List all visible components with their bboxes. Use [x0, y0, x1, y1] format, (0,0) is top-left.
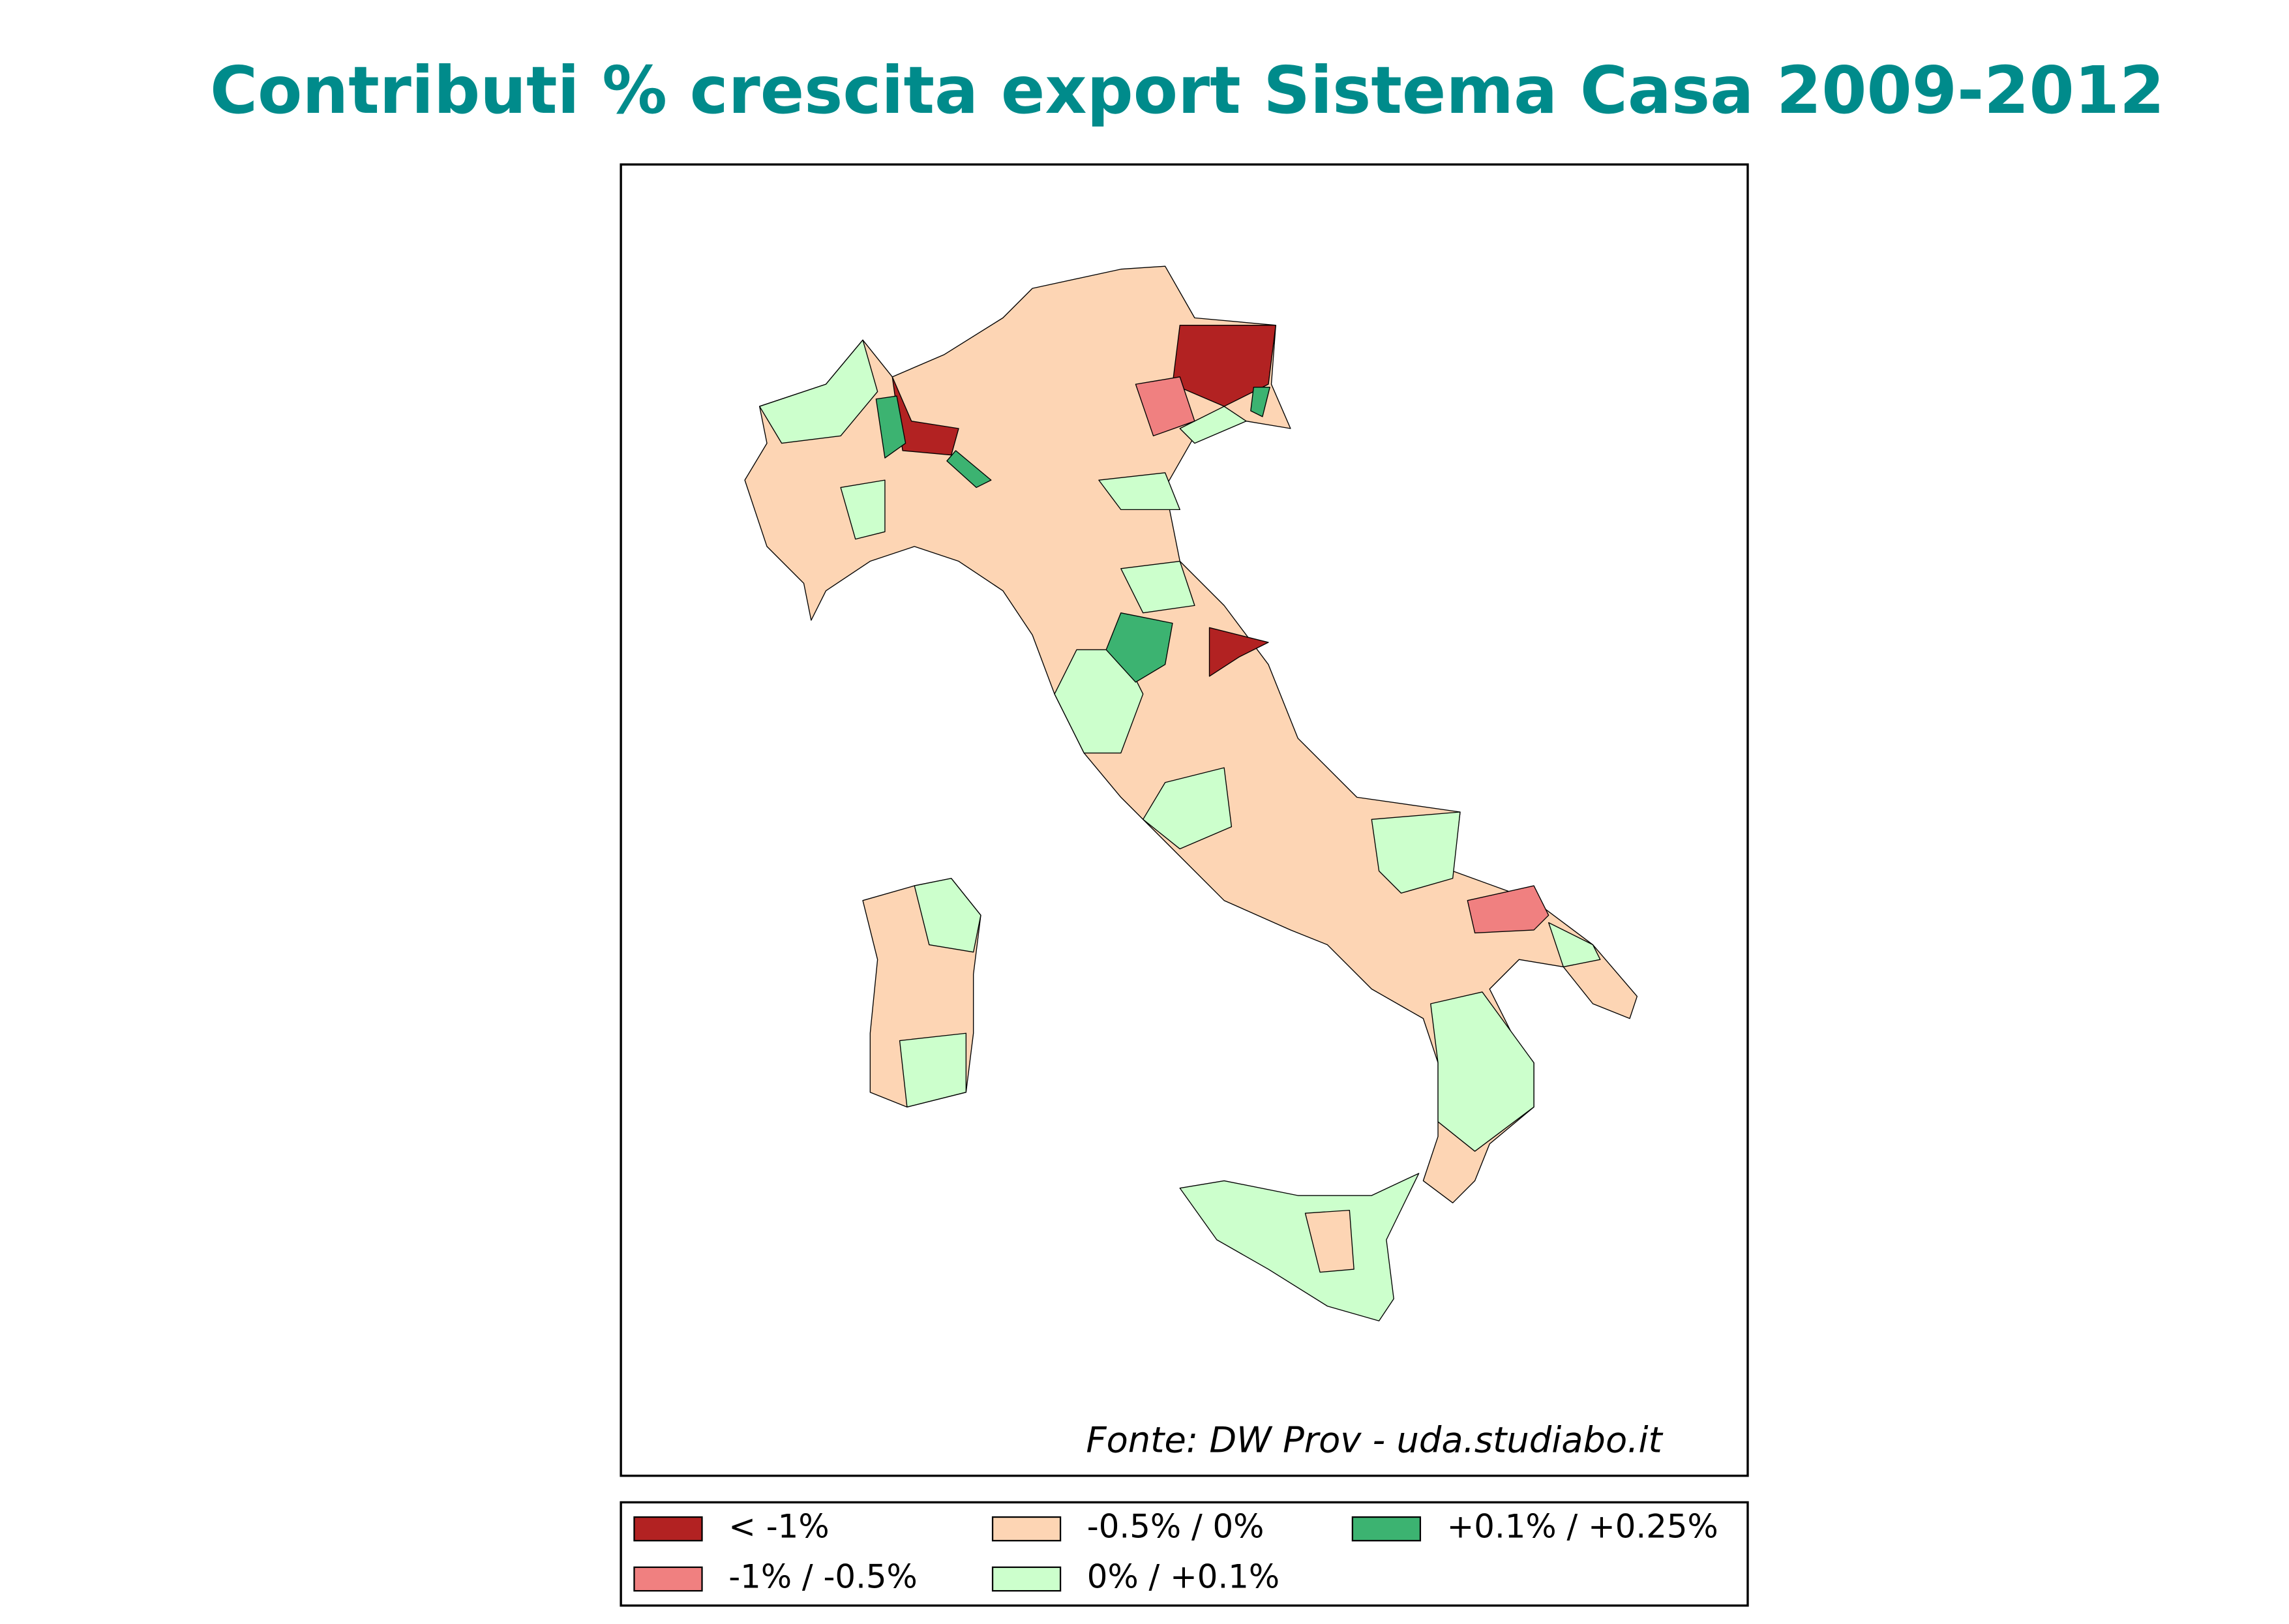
province	[1430, 991, 1534, 1152]
legend-swatch	[633, 1516, 703, 1542]
sicily	[1179, 1173, 1420, 1321]
province	[840, 479, 886, 540]
title: Contributi % crescita export Sistema Cas…	[210, 53, 2164, 128]
province	[914, 878, 981, 953]
legend: < -1% -1% / -0.5% -0.5% / 0% 0% / +0.1% +0.1…	[633, 1508, 1718, 1596]
map-frame	[620, 163, 1749, 1477]
province	[1208, 627, 1269, 677]
legend-label: -1% / -0.5%	[728, 1558, 918, 1596]
province	[1548, 922, 1601, 968]
legend-swatch	[633, 1566, 703, 1592]
legend-frame	[620, 1501, 1749, 1607]
legend-label: -0.5% / 0%	[1087, 1508, 1264, 1546]
province	[1172, 324, 1276, 407]
legend-swatch	[991, 1566, 1062, 1592]
legend-label: +0.1% / +0.25%	[1447, 1508, 1718, 1546]
province	[1179, 406, 1247, 444]
province	[1143, 767, 1233, 850]
legend-label: 0% / +0.1%	[1087, 1558, 1279, 1596]
sicily-province	[1304, 1209, 1354, 1273]
province	[1467, 885, 1549, 934]
province	[1105, 612, 1173, 683]
legend-swatch	[991, 1516, 1062, 1542]
province	[1120, 560, 1195, 614]
province	[1371, 811, 1461, 894]
regions	[744, 265, 1638, 1321]
province	[759, 339, 878, 444]
province	[1250, 386, 1270, 417]
province	[1098, 472, 1180, 511]
province	[1135, 376, 1195, 436]
province	[899, 1032, 967, 1107]
province	[946, 450, 992, 489]
legend-label: < -1%	[728, 1508, 829, 1546]
legend-swatch	[1351, 1516, 1422, 1542]
source-note: Fonte: DW Prov - uda.studiabo.it	[1086, 1420, 1663, 1461]
province	[875, 395, 906, 459]
